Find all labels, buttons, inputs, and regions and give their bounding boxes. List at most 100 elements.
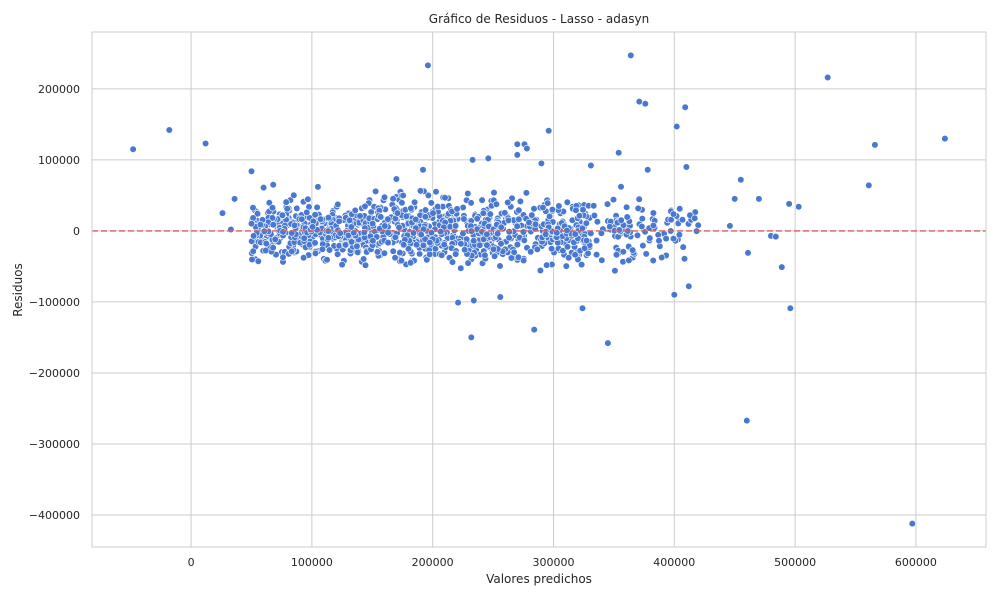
data-point: [676, 205, 684, 213]
data-point: [675, 231, 684, 239]
data-point: [354, 248, 362, 256]
data-point: [419, 241, 428, 249]
data-point: [279, 228, 287, 236]
data-point: [547, 245, 556, 253]
data-point: [290, 221, 299, 229]
data-point: [908, 519, 916, 528]
data-point: [313, 203, 321, 211]
x-tick-label: 500000: [774, 556, 816, 569]
data-point: [426, 250, 434, 258]
data-point: [324, 214, 333, 222]
data-point: [262, 246, 270, 255]
data-point: [407, 204, 415, 212]
data-point: [254, 257, 262, 265]
data-point: [612, 251, 621, 259]
data-point: [646, 234, 654, 242]
data-point: [623, 213, 631, 221]
data-point: [649, 256, 657, 265]
data-point: [369, 220, 377, 228]
data-point: [531, 220, 540, 228]
data-point: [619, 258, 627, 266]
data-point: [249, 204, 257, 212]
data-point: [129, 145, 137, 153]
data-point: [543, 261, 551, 269]
x-axis-label: Valores predichos: [486, 572, 592, 586]
data-point: [395, 223, 403, 231]
data-point: [411, 198, 419, 206]
data-point: [737, 176, 745, 184]
data-point: [523, 144, 531, 153]
data-point: [484, 154, 492, 162]
data-point: [641, 100, 649, 108]
data-point: [679, 243, 687, 251]
y-tick-label: 200000: [38, 83, 80, 96]
data-point: [399, 191, 407, 200]
data-point: [346, 216, 354, 224]
data-point: [476, 241, 484, 249]
data-point: [269, 181, 277, 189]
data-point: [479, 209, 487, 217]
data-point: [587, 161, 595, 170]
data-point: [457, 264, 465, 272]
data-point: [290, 191, 298, 199]
data-point: [441, 194, 449, 202]
data-point: [483, 230, 491, 238]
data-point: [304, 195, 312, 203]
data-point: [380, 193, 389, 201]
data-point: [412, 215, 420, 224]
data-point: [324, 234, 333, 242]
data-point: [871, 141, 879, 149]
data-point: [260, 184, 268, 192]
data-point: [393, 209, 402, 217]
data-point: [592, 251, 601, 259]
data-point: [391, 233, 399, 241]
data-point: [587, 229, 595, 237]
data-point: [356, 212, 364, 220]
data-point: [527, 248, 535, 256]
data-point: [470, 237, 478, 245]
data-point: [417, 231, 425, 239]
data-point: [504, 198, 512, 207]
data-point: [452, 222, 460, 230]
data-point: [397, 257, 406, 265]
data-point: [649, 209, 658, 217]
data-point: [515, 215, 523, 223]
data-point: [384, 239, 392, 247]
data-point: [361, 202, 369, 210]
data-point: [513, 151, 521, 159]
data-point: [580, 244, 589, 252]
data-point: [278, 211, 287, 219]
data-point: [311, 249, 320, 257]
data-point: [628, 246, 637, 254]
data-point: [269, 221, 277, 229]
data-point: [649, 221, 658, 230]
data-point: [530, 205, 538, 213]
data-point: [528, 211, 536, 219]
data-point: [691, 214, 699, 222]
data-point: [467, 199, 475, 207]
data-point: [615, 226, 623, 234]
data-point: [348, 238, 356, 246]
data-point: [611, 267, 619, 275]
data-point: [545, 127, 553, 135]
data-point: [865, 181, 873, 189]
data-point: [384, 215, 392, 223]
data-point: [516, 197, 525, 205]
data-point: [480, 235, 488, 243]
data-point: [311, 211, 319, 219]
data-point: [824, 73, 832, 82]
data-point: [426, 239, 434, 247]
data-point: [269, 244, 277, 252]
data-point: [539, 203, 547, 212]
data-point: [467, 333, 475, 342]
data-point: [625, 256, 633, 265]
data-point: [578, 224, 587, 232]
data-point: [342, 241, 350, 249]
data-point: [218, 209, 227, 217]
data-point: [392, 175, 401, 183]
y-tick-labels: −400000 −300000 −200000 −100000 0 100000 20000…: [29, 83, 80, 522]
data-point: [530, 326, 538, 334]
data-point: [565, 254, 573, 262]
y-tick-label: −400000: [29, 509, 80, 522]
y-tick-label: −200000: [29, 367, 80, 380]
